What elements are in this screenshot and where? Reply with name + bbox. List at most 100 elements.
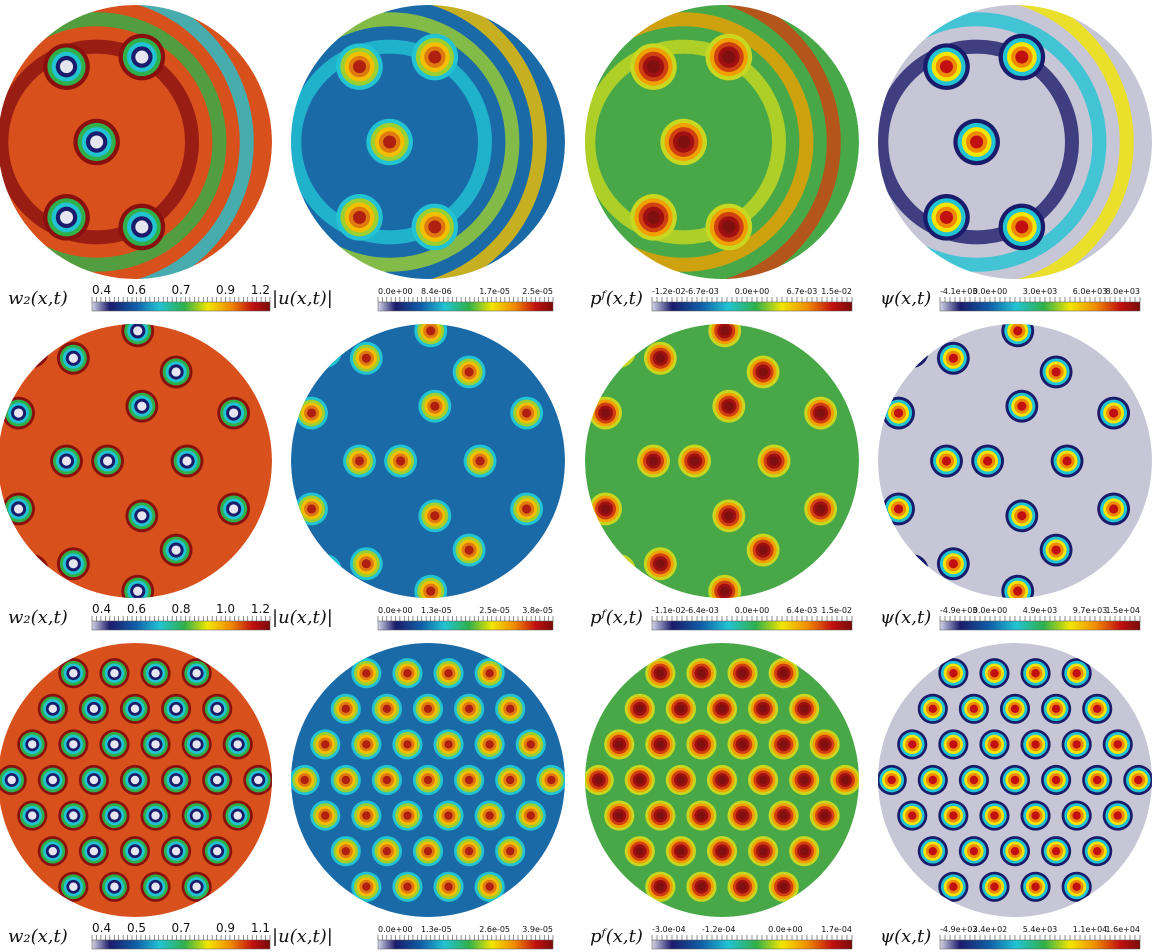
colorbar-tick-label: -4.9e+03 (940, 606, 977, 615)
field-spot (605, 337, 633, 365)
field-spot (907, 565, 917, 576)
field-spot (89, 846, 99, 856)
panel-label: pᶠ(x,t) (590, 926, 643, 947)
field-spot (21, 340, 43, 362)
field-spot (948, 559, 958, 569)
field-spot (171, 545, 181, 555)
field-spot (697, 740, 706, 749)
field-spot (192, 669, 201, 678)
field-spot (89, 704, 99, 714)
field-spot (949, 811, 958, 820)
field-spot (990, 811, 999, 820)
field-plot (878, 324, 1152, 598)
field-spot (939, 210, 954, 224)
field-spot (444, 811, 453, 820)
field-spot (13, 408, 24, 418)
field-spot (59, 60, 74, 74)
colorbar-tick-label: 1.2 (251, 283, 270, 297)
field-spot (61, 456, 72, 466)
field-spot (895, 334, 929, 368)
field-arc (878, 12, 1107, 272)
colorbar-tick-label: 5.4e+03 (1023, 925, 1058, 934)
field-spot (444, 669, 453, 678)
field-spot (1010, 704, 1020, 714)
field-spot (969, 846, 979, 856)
field-spot (24, 343, 40, 359)
field-spot (820, 740, 829, 749)
colorbar (651, 620, 853, 631)
colorbar-tick-label: 0.4 (92, 283, 111, 297)
field-spot (738, 811, 747, 820)
field-spot (7, 775, 16, 785)
panel-label: |u(x,t)| (272, 607, 333, 628)
field-spot (485, 882, 494, 891)
field-spot (362, 740, 371, 749)
colorbar (939, 301, 1141, 312)
colorbar-tick-label: 6.0e+03 (1073, 287, 1108, 296)
field-spot (526, 740, 535, 749)
field-plot (585, 324, 859, 598)
panel-label: w₂(x,t) (8, 926, 68, 947)
field-spot (941, 456, 952, 466)
field-spot (110, 882, 119, 891)
field-spot (893, 408, 904, 418)
field-plot (291, 643, 565, 917)
field-spot (485, 740, 494, 749)
field-spot (308, 334, 342, 368)
field-spot (382, 846, 392, 856)
field-spot (928, 775, 938, 785)
field-spot (1015, 220, 1029, 234)
colorbar-tick-label: -1.2e-02 (652, 287, 686, 296)
colorbar-tick-label: 3.8e-05 (522, 606, 553, 615)
field-spot (615, 740, 624, 749)
colorbar (377, 301, 554, 312)
colorbar-tick-label: 0.6 (127, 602, 146, 616)
field-spot (969, 704, 979, 714)
field-spot (1031, 740, 1040, 749)
panel-label: |u(x,t)| (272, 288, 333, 309)
field-arc (291, 39, 492, 245)
field-spot (21, 560, 43, 582)
colorbar-tick-label: 1.0 (216, 602, 235, 616)
field-spot (192, 811, 201, 820)
field-spot (423, 704, 433, 714)
colorbar (91, 620, 271, 631)
field-spot (110, 740, 119, 749)
colorbar (377, 620, 554, 631)
field-spot (28, 740, 37, 749)
field-spot (615, 811, 624, 820)
field-spot (362, 669, 371, 678)
field-spot (110, 669, 119, 678)
field-spot (464, 775, 474, 785)
field-spot (48, 846, 58, 856)
field-plot (878, 643, 1152, 917)
field-spot (133, 586, 143, 596)
field-arc (585, 12, 814, 272)
field-spot (758, 846, 768, 856)
colorbar-tick-label: 8.4e-06 (421, 287, 452, 296)
field-spot (820, 811, 829, 820)
field-spot (151, 669, 160, 678)
field-spot (137, 401, 147, 411)
colorbar (91, 301, 271, 312)
field-spot (352, 60, 367, 74)
colorbar-tick-label: 1.7e-05 (479, 287, 510, 296)
field-spot (233, 740, 242, 749)
field-spot (233, 811, 242, 820)
field-spot (949, 669, 958, 678)
field-spot (1072, 740, 1081, 749)
field-spot (1051, 367, 1061, 377)
field-spot (655, 559, 665, 569)
field-spot (676, 846, 686, 856)
field-spot (547, 775, 556, 785)
field-spot (317, 563, 333, 579)
field-arc (291, 5, 547, 279)
colorbar-tick-label: 0.6 (127, 283, 146, 297)
field-spot (48, 775, 58, 785)
colorbar-tick-label: 1.3e-05 (421, 606, 452, 615)
field-spot (27, 565, 37, 576)
field-spot (300, 775, 309, 785)
field-spot (1010, 775, 1020, 785)
field-spot (1051, 545, 1061, 555)
field-spot (1010, 846, 1020, 856)
